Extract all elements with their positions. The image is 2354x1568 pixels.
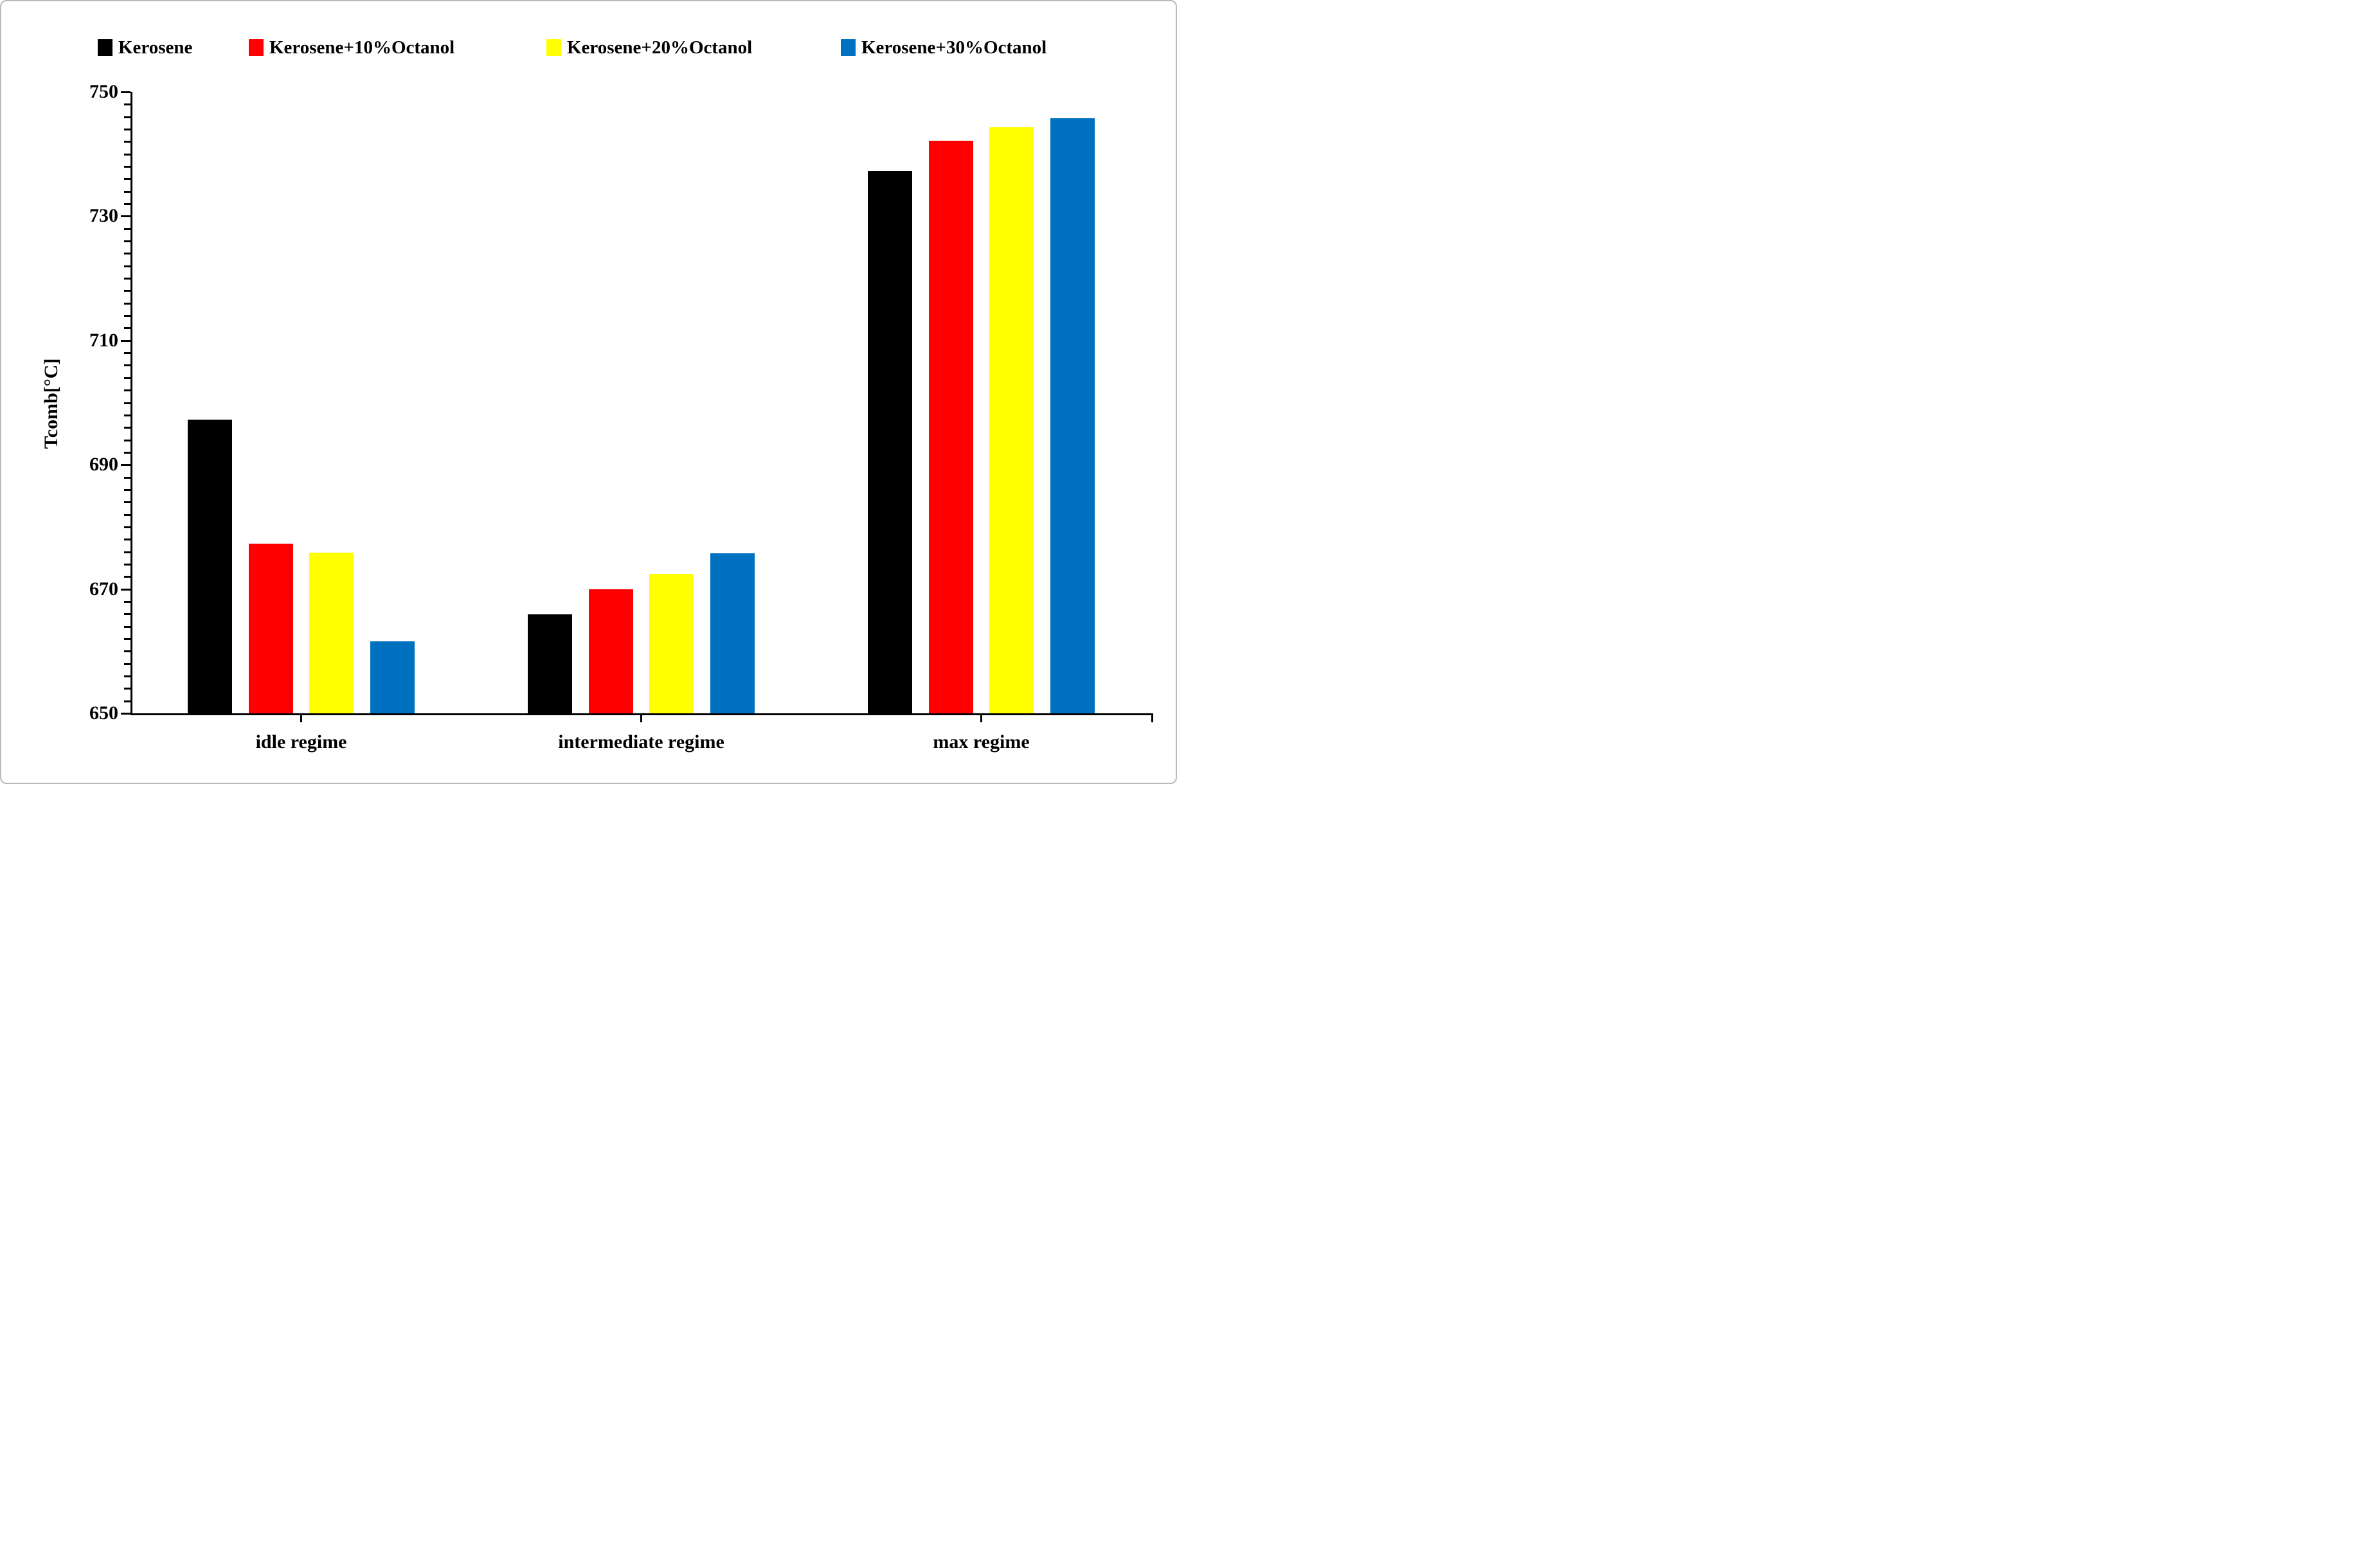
y-tick-minor [124, 613, 130, 616]
bar-kerosene-30-octanol [1050, 118, 1095, 713]
y-tick-minor [124, 551, 130, 553]
x-axis-end-tick [1151, 713, 1153, 722]
y-tick-minor [124, 203, 130, 206]
legend-label: Kerosene+30%Octanol [861, 37, 1047, 58]
category-label: intermediate regime [558, 731, 724, 753]
legend-label: Kerosene+20%Octanol [567, 37, 753, 58]
y-tick-minor [124, 451, 130, 454]
y-tick-label: 670 [89, 578, 118, 600]
y-tick-major [121, 713, 130, 715]
bar-kerosene-10-octanol [589, 589, 633, 713]
legend-item: Kerosene [98, 38, 192, 57]
bar-kerosene-30-octanol [710, 553, 755, 713]
bar-kerosene-10-octanol [249, 544, 293, 713]
y-tick-label: 650 [89, 702, 118, 724]
y-tick-minor [124, 352, 130, 355]
y-tick-minor [124, 539, 130, 541]
y-tick-minor [124, 265, 130, 267]
y-tick-minor [124, 439, 130, 441]
y-tick-minor [124, 663, 130, 665]
x-tick-category [300, 715, 303, 722]
y-tick-minor [124, 389, 130, 392]
legend-swatch-icon [546, 39, 561, 56]
y-tick-minor [124, 637, 130, 640]
y-tick-label: 730 [89, 205, 118, 227]
y-tick-major [121, 339, 130, 342]
y-tick-minor [124, 625, 130, 628]
y-tick-minor [124, 675, 130, 677]
y-tick-minor [124, 488, 130, 491]
bar-kerosene-20-octanol [309, 552, 354, 713]
y-tick-minor [124, 278, 130, 280]
y-tick-major [121, 588, 130, 591]
x-tick-category [980, 715, 983, 722]
legend-label: Kerosene+10%Octanol [269, 37, 455, 58]
x-axis-line [130, 713, 1153, 715]
y-tick-minor [124, 153, 130, 156]
y-tick-minor [124, 700, 130, 702]
y-tick-minor [124, 526, 130, 528]
y-tick-minor [124, 116, 130, 118]
y-tick-minor [124, 688, 130, 690]
legend-swatch-icon [98, 39, 112, 56]
y-tick-minor [124, 377, 130, 379]
y-tick-minor [124, 563, 130, 566]
bar-kerosene-10-octanol [929, 141, 973, 713]
y-tick-minor [124, 476, 130, 479]
y-tick-minor [124, 240, 130, 243]
y-tick-minor [124, 190, 130, 193]
y-tick-minor [124, 600, 130, 603]
y-tick-major [121, 91, 130, 93]
y-tick-label: 710 [89, 329, 118, 351]
y-tick-minor [124, 513, 130, 516]
y-tick-minor [124, 178, 130, 181]
y-tick-minor [124, 315, 130, 317]
y-tick-minor [124, 650, 130, 653]
legend-item: Kerosene+10%Octanol [249, 38, 454, 57]
bar-kerosene-20-octanol [649, 574, 694, 713]
y-tick-minor [124, 253, 130, 255]
legend-item: Kerosene+30%Octanol [841, 38, 1047, 57]
y-tick-minor [124, 427, 130, 429]
y-tick-label: 690 [89, 454, 118, 476]
y-tick-minor [124, 166, 130, 168]
y-tick-major [121, 215, 130, 218]
y-tick-minor [124, 402, 130, 404]
y-tick-label: 750 [89, 81, 118, 102]
y-tick-minor [124, 290, 130, 292]
y-tick-minor [124, 576, 130, 578]
y-tick-minor [124, 141, 130, 143]
bar-kerosene [528, 614, 572, 713]
legend-item: Kerosene+20%Octanol [546, 38, 752, 57]
bar-kerosene-20-octanol [989, 127, 1034, 713]
legend-label: Kerosene [118, 37, 193, 58]
y-tick-minor [124, 227, 130, 230]
x-tick-category [640, 715, 643, 722]
y-tick-major [121, 464, 130, 467]
y-axis-title: Tcomb[°C] [40, 358, 62, 449]
y-tick-minor [124, 501, 130, 504]
figure: Kerosene Kerosene+10%Octanol Kerosene+20%O… [0, 0, 1177, 784]
y-tick-minor [124, 414, 130, 416]
y-tick-minor [124, 327, 130, 330]
category-label: max regime [933, 731, 1030, 753]
y-tick-minor [124, 364, 130, 367]
y-axis-line [130, 92, 132, 715]
bar-kerosene-30-octanol [370, 641, 415, 713]
legend-swatch-icon [249, 39, 264, 56]
category-label: idle regime [255, 731, 347, 753]
bar-kerosene [188, 419, 232, 713]
y-tick-minor [124, 129, 130, 131]
y-tick-minor [124, 103, 130, 106]
y-tick-minor [124, 302, 130, 305]
legend-swatch-icon [841, 39, 856, 56]
bar-kerosene [868, 170, 912, 713]
